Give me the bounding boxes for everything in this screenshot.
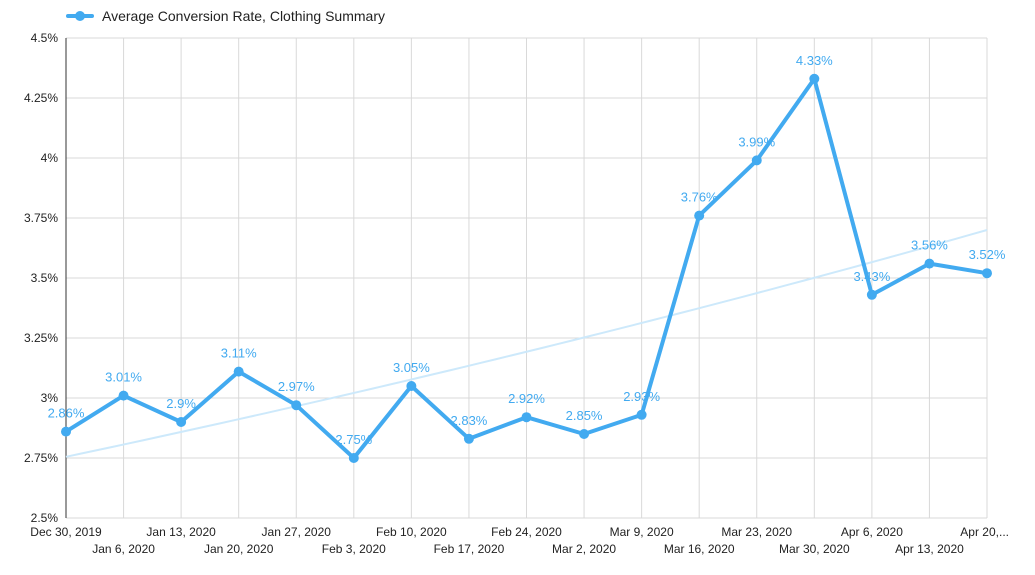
legend-swatch-dot [75, 11, 85, 21]
y-tick-label: 4% [41, 151, 59, 165]
x-tick-label: Feb 17, 2020 [434, 542, 505, 556]
data-label: 2.97% [278, 379, 315, 394]
data-point[interactable] [694, 210, 705, 221]
data-label: 3.52% [969, 247, 1006, 262]
x-tick-label: Mar 30, 2020 [779, 542, 850, 556]
x-tick-label: Feb 24, 2020 [491, 525, 562, 539]
trendline [65, 229, 988, 458]
trendline-group [65, 229, 988, 458]
data-point[interactable] [176, 417, 187, 427]
x-tick-label: Dec 30, 2019 [30, 525, 102, 539]
x-tick-label: Mar 23, 2020 [721, 525, 792, 539]
legend[interactable]: Average Conversion Rate, Clothing Summar… [66, 6, 385, 26]
x-tick-label: Feb 3, 2020 [322, 542, 386, 556]
data-label: 3.56% [911, 238, 948, 253]
data-label: 3.11% [221, 346, 257, 361]
data-label: 2.86% [48, 406, 85, 421]
y-tick-label: 3.75% [24, 211, 58, 225]
data-label: 2.75% [335, 432, 372, 447]
x-tick-label: Apr 6, 2020 [841, 525, 903, 539]
data-label: 3.43% [853, 269, 890, 284]
data-label: 4.33% [796, 53, 833, 68]
data-label: 3.76% [681, 190, 718, 205]
data-label: 3.05% [393, 360, 430, 375]
data-point[interactable] [636, 409, 647, 420]
data-point[interactable] [751, 155, 762, 166]
x-tick-label: Mar 16, 2020 [664, 542, 735, 556]
y-tick-label: 3.5% [31, 271, 59, 285]
data-point[interactable] [463, 433, 474, 444]
data-label: 2.83% [451, 413, 488, 428]
x-tick-label: Mar 9, 2020 [610, 525, 674, 539]
x-tick-label: Jan 13, 2020 [146, 525, 216, 539]
x-tick-label: Jan 6, 2020 [92, 542, 155, 556]
y-tick-label: 4.5% [31, 31, 59, 45]
y-tick-label: 4.25% [24, 91, 58, 105]
legend-swatch-icon [66, 6, 94, 26]
data-point[interactable] [118, 390, 129, 401]
grid [65, 37, 988, 519]
data-point[interactable] [924, 258, 935, 269]
data-point[interactable] [982, 268, 992, 279]
x-tick-label: Jan 20, 2020 [204, 542, 274, 556]
data-point[interactable] [61, 426, 71, 437]
data-point[interactable] [406, 381, 417, 391]
data-point[interactable] [521, 412, 532, 423]
data-point[interactable] [579, 429, 590, 439]
x-axis-ticks: Dec 30, 2019 Jan 6, 2020 Jan 13, 2020 Jan 2… [30, 525, 1009, 556]
data-label: 2.85% [566, 408, 603, 423]
y-tick-label: 3.25% [24, 331, 58, 345]
x-tick-label: Apr 20,... [960, 525, 1009, 539]
legend-label: Average Conversion Rate, Clothing Summar… [102, 8, 385, 24]
data-label: 3.01% [105, 370, 142, 385]
data-point[interactable] [809, 73, 820, 84]
data-label: 2.92% [508, 391, 545, 406]
data-label: 2.93% [623, 389, 660, 404]
x-tick-label: Mar 2, 2020 [552, 542, 616, 556]
data-labels: 2.86% 3.01% 2.9% 3.11% 2.97% 2.75% 3.05% 2.83% 2… [48, 53, 1006, 447]
data-label: 2.9% [166, 396, 196, 411]
y-tick-label: 2.5% [31, 511, 59, 525]
data-point[interactable] [291, 400, 302, 411]
x-tick-label: Apr 13, 2020 [895, 542, 964, 556]
data-point[interactable] [866, 289, 877, 300]
series-group [61, 73, 992, 463]
y-axis-ticks: 2.5% 2.75% 3% 3.25% 3.5% 3.75% 4% 4.25% 4.5% [24, 31, 58, 525]
data-point[interactable] [233, 366, 244, 377]
x-tick-label: Feb 10, 2020 [376, 525, 447, 539]
data-point[interactable] [348, 453, 359, 463]
y-tick-label: 3% [41, 391, 59, 405]
x-tick-label: Jan 27, 2020 [262, 525, 332, 539]
data-label: 3.99% [738, 134, 775, 149]
y-tick-label: 2.75% [24, 451, 58, 465]
